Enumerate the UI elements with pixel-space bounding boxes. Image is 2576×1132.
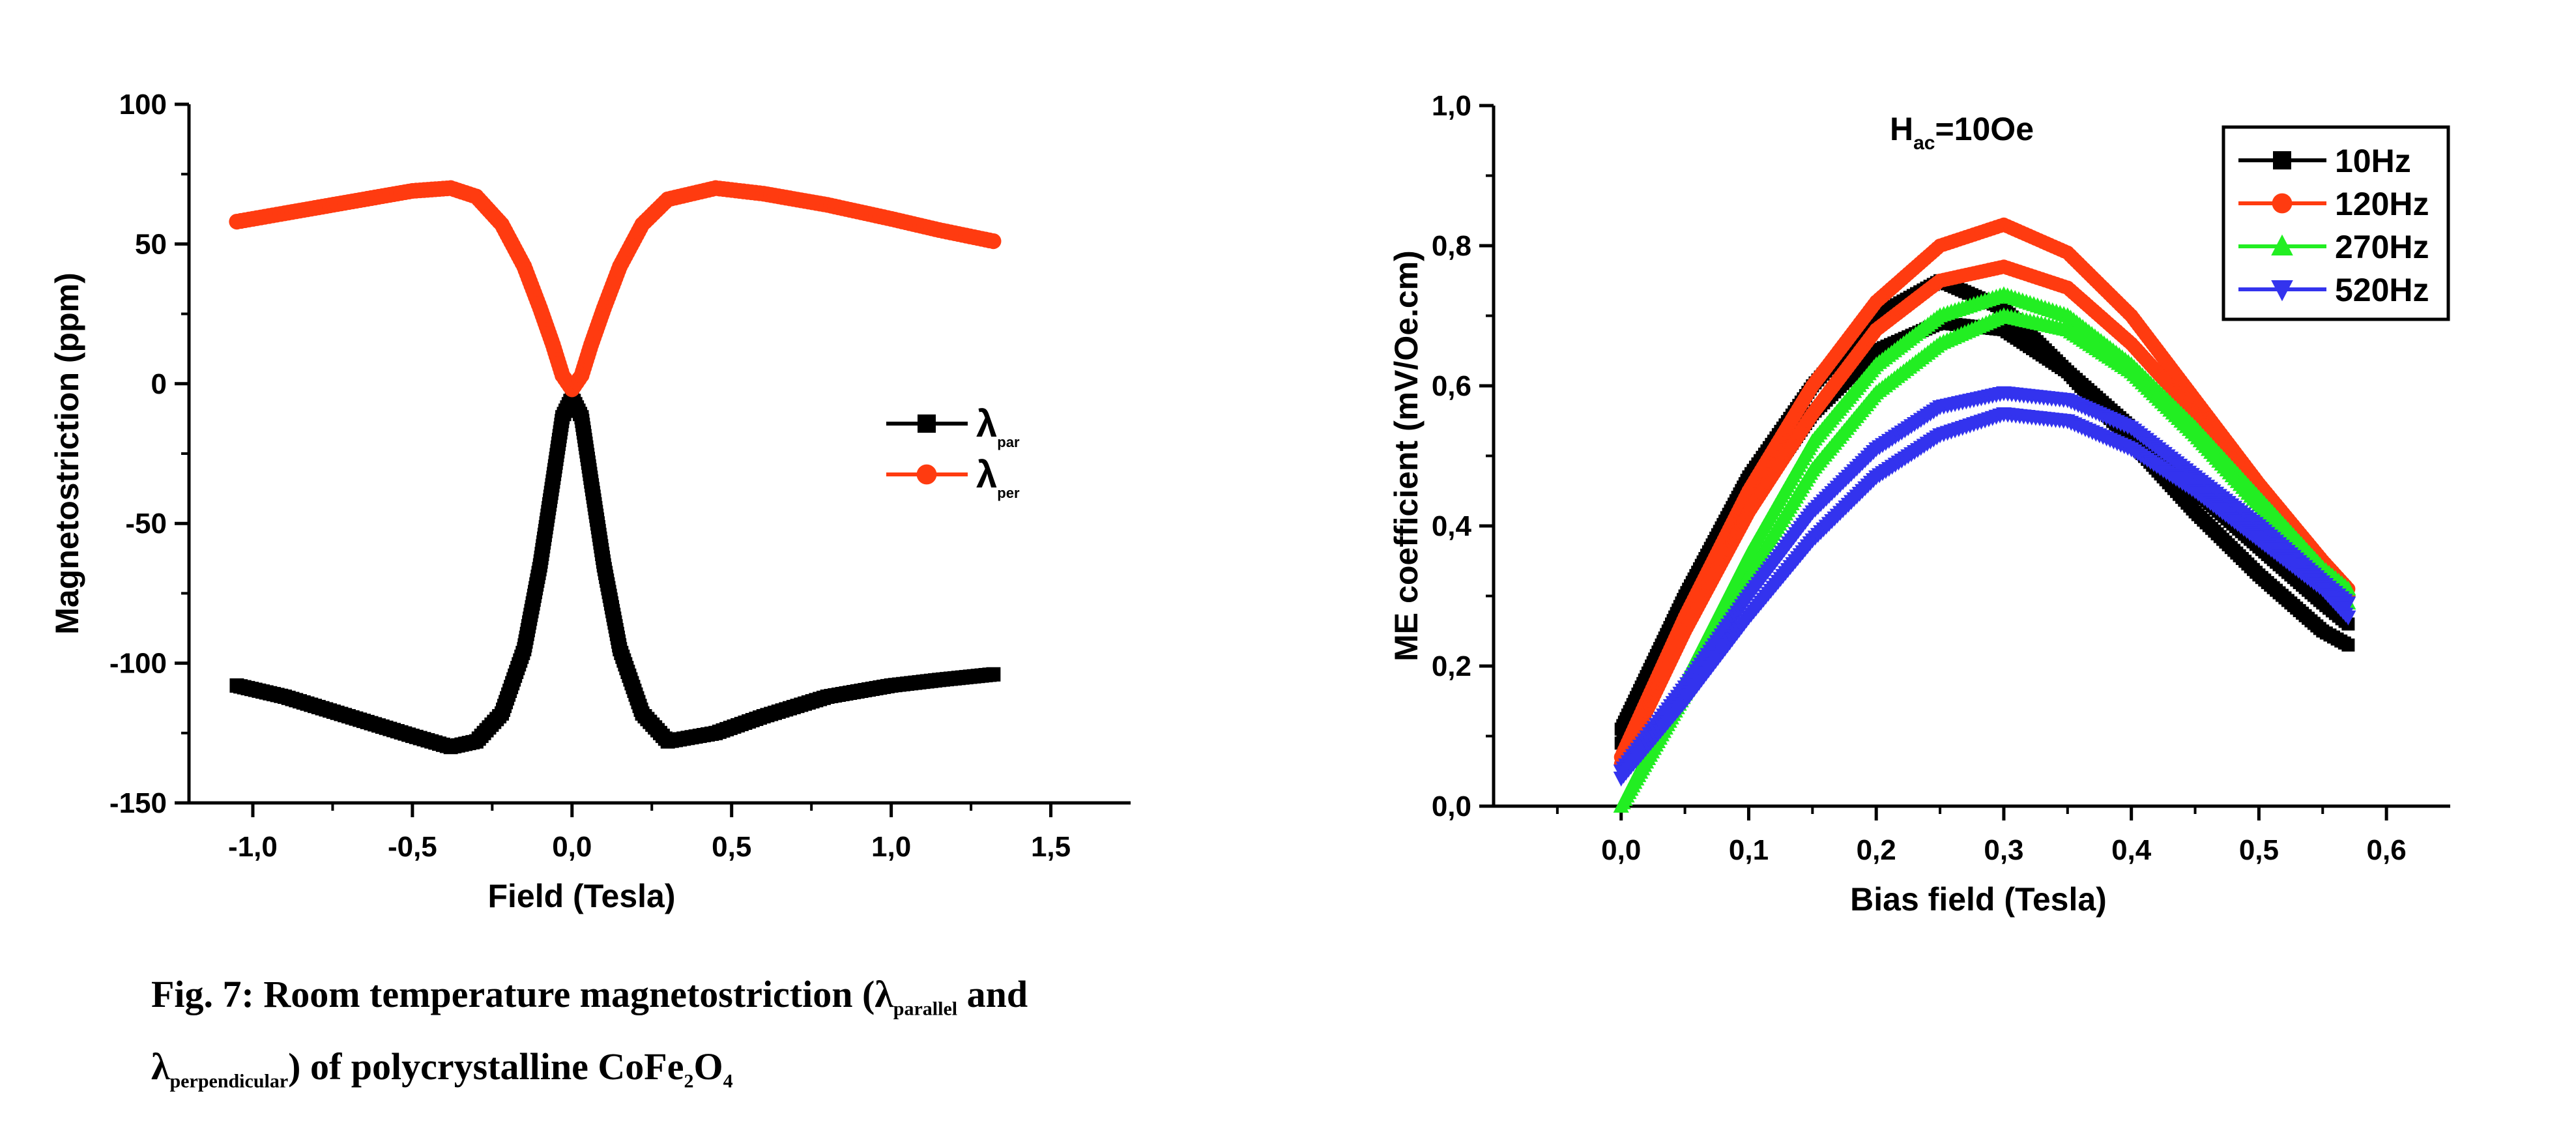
x-tick-label: -0,5 [388, 831, 437, 863]
me-coefficient-chart: 0,0 0,1 0,2 0,3 0,4 0,5 0,6 1,0 0,8 0,6 0,4 0,2 0,0 B… [1388, 90, 2450, 918]
title-rest: =10Oe [1935, 111, 2034, 147]
legend-label: λper [976, 454, 1020, 501]
x-tick-label: 0,5 [712, 831, 751, 863]
legend-label: 120Hz [2335, 186, 2429, 222]
legend-label: λpar [976, 403, 1020, 450]
caption-line-1: Fig. 7: Room temperature magnetostrictio… [151, 973, 1028, 1020]
x-tick-label: 0,1 [1729, 834, 1769, 866]
chart-title: Hac=10Oe [1890, 111, 2034, 154]
x-tick-label: 0,6 [2367, 834, 2407, 866]
x-tick-label: 0,3 [1984, 834, 2023, 866]
caption-line-2: λperpendicular) of polycrystalline CoFe2… [151, 1045, 733, 1092]
y-tick-label: 1,0 [1432, 90, 1471, 122]
legend: 10Hz 120Hz 270Hz 520Hz [2221, 125, 2450, 321]
legend-subscript: per [997, 485, 1020, 501]
x-tick-label: 0,0 [1601, 834, 1641, 866]
legend-symbol: λ [976, 454, 997, 496]
legend-marker [2273, 151, 2291, 169]
x-tick-label: 0,5 [2239, 834, 2279, 866]
data-point [2341, 638, 2355, 652]
y-tick-label: 100 [119, 89, 167, 121]
x-axis-label: Field (Tesla) [487, 878, 675, 914]
y-axis-label: ME coefficient (mV/Oe.cm) [1388, 250, 1425, 661]
legend-subscript: par [997, 434, 1020, 450]
legend-label: 10Hz [2335, 143, 2411, 179]
figure-caption: Fig. 7: Room temperature magnetostrictio… [151, 966, 1194, 1110]
x-tick-label: 0,0 [552, 831, 592, 863]
data-series [1613, 386, 2356, 780]
x-tick-label: -1,0 [228, 831, 278, 863]
y-tick-label: 0,6 [1432, 370, 1471, 402]
y-tick-label: 50 [135, 228, 167, 260]
x-tick-label: 0,2 [1857, 834, 1896, 866]
legend-label: 270Hz [2335, 229, 2429, 265]
y-tick-label: -150 [109, 787, 167, 819]
data-series [1613, 407, 2356, 787]
y-tick-label: 0,8 [1432, 230, 1471, 262]
x-tick-label: 1,5 [1031, 831, 1071, 863]
data-series [229, 390, 1001, 755]
legend-marker [918, 414, 936, 433]
legend-symbol: λ [976, 403, 997, 445]
y-tick-label: -100 [109, 648, 167, 680]
legend-marker [916, 464, 937, 485]
y-axis-label: Magnetostriction (ppm) [49, 272, 85, 635]
legend-marker [2272, 193, 2293, 214]
x-tick-label: 0,4 [2111, 834, 2152, 866]
y-tick-label: 0,0 [1432, 791, 1471, 822]
y-tick-label: 0 [151, 368, 167, 400]
x-tick-label: 1,0 [871, 831, 911, 863]
title-subscript: ac [1913, 132, 1935, 154]
y-tick-label: -50 [125, 508, 167, 540]
data-series [229, 180, 1002, 398]
data-point [985, 233, 1002, 250]
title-main: H [1890, 111, 1913, 147]
data-point [2340, 610, 2356, 626]
legend-label: 520Hz [2335, 272, 2429, 308]
magnetostriction-chart: -1,0 -0,5 0,0 0,5 1,0 1,5 100 50 0 -50 -100 -150 Fie… [49, 89, 1131, 914]
y-tick-label: 0,4 [1432, 510, 1472, 542]
y-tick-label: 0,2 [1432, 650, 1471, 682]
data-point [986, 667, 1001, 682]
legend-marker [2271, 234, 2293, 255]
legend-marker [2271, 280, 2293, 302]
x-axis-label: Bias field (Tesla) [1850, 881, 2107, 918]
